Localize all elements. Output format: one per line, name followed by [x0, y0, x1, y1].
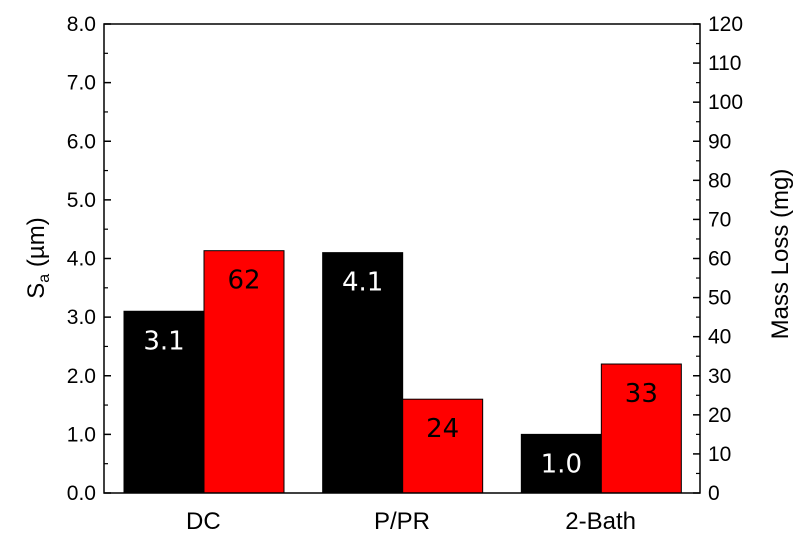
data-label-0-0: 3.1: [143, 326, 184, 356]
y-right-tick-label-8: 80: [708, 169, 731, 192]
axes-group: DC P/PR 2-Bath 0.0 1.0 2.0 3.0 4.0 5.0 6.0 7.0 8.0 0…: [67, 13, 743, 534]
y-right-tick-label-9: 90: [708, 130, 731, 153]
y-right-tick-label-2: 20: [708, 404, 731, 427]
y-right-tick-label-7: 70: [708, 208, 731, 231]
bar-sa-0: [123, 310, 205, 494]
y-right-tick-label-4: 40: [708, 326, 731, 349]
y-left-tick-label-7: 7.0: [67, 72, 96, 95]
category-label-2: 2-Bath: [565, 508, 636, 534]
y-left-tick-label-4: 4.0: [67, 248, 96, 271]
y-right-tick-label-10: 100: [708, 91, 743, 114]
y-left-tick-label-0: 0.0: [67, 482, 96, 505]
y-left-axis-title: Sa (µm): [23, 217, 53, 298]
y-right-tick-label-1: 10: [708, 443, 731, 466]
y-right-tick-label-12: 120: [708, 13, 743, 36]
data-label-1-2: 33: [625, 379, 658, 409]
y-left-tick-label-2: 2.0: [67, 365, 96, 388]
y-left-tick-label-8: 8.0: [67, 13, 96, 36]
data-label-0-2: 1.0: [541, 449, 582, 479]
bar-mass-loss-0: [203, 250, 285, 494]
y-right-tick-label-6: 60: [708, 248, 731, 271]
y-left-tick-label-3: 3.0: [67, 306, 96, 329]
y-left-tick-label-5: 5.0: [67, 189, 96, 212]
bar-mass-loss-2: [600, 363, 682, 494]
bars-group: [123, 250, 682, 494]
y-right-tick-label-11: 110: [708, 52, 741, 75]
data-label-0-1: 4.1: [342, 268, 383, 298]
bar-sa-1: [322, 252, 404, 494]
y-right-tick-label-0: 0: [708, 482, 720, 505]
category-label-0: DC: [186, 508, 221, 534]
category-label-1: P/PR: [374, 508, 430, 534]
data-label-1-1: 24: [426, 414, 459, 444]
bar-mass-loss-1: [402, 398, 484, 494]
y-right-tick-label-5: 50: [708, 287, 731, 310]
data-label-1-0: 62: [227, 266, 260, 296]
data-labels-group: 3.1 62 4.1 24 1.0 33: [143, 266, 658, 480]
y-right-tick-label-3: 30: [708, 365, 731, 388]
y-left-tick-label-6: 6.0: [67, 130, 96, 153]
y-right-axis-title: Mass Loss (mg): [767, 169, 794, 340]
y-left-tick-label-1: 1.0: [67, 423, 96, 446]
